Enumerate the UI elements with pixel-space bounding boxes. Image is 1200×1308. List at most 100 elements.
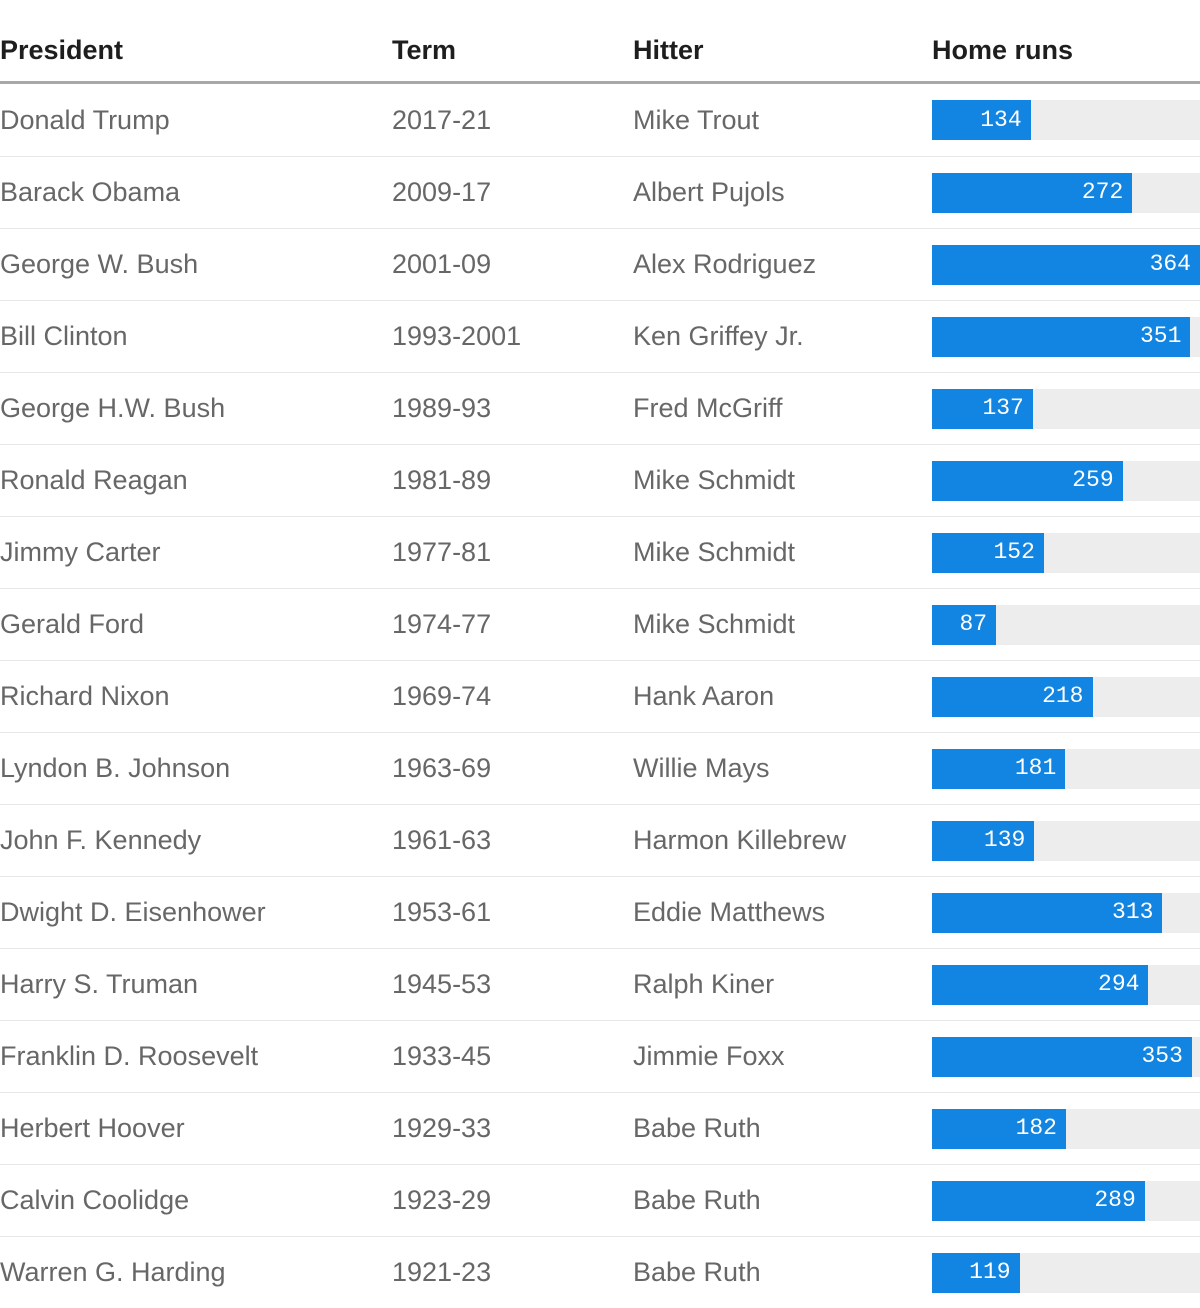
home-runs-value: 182 (1015, 1115, 1057, 1141)
home-runs-value: 313 (1112, 899, 1154, 925)
home-runs-bar-track: 119 (932, 1252, 1200, 1293)
home-runs-bar: 259 (932, 460, 1123, 501)
home-runs-bar-track: 353 (932, 1036, 1200, 1077)
home-runs-value: 87 (959, 611, 988, 637)
home-runs-value: 364 (1149, 251, 1191, 277)
table-row: Richard Nixon 1969-74 Hank Aaron 218 (0, 660, 1200, 732)
hitter-cell: Babe Ruth (633, 1185, 761, 1215)
home-runs-bar-cell: 137 (932, 388, 1200, 429)
table-row: Warren G. Harding 1921-23 Babe Ruth 119 (0, 1236, 1200, 1308)
term-cell: 1989-93 (392, 393, 492, 423)
home-runs-bar-track: 137 (932, 388, 1200, 429)
home-runs-value: 218 (1042, 683, 1084, 709)
term-cell: 1921-23 (392, 1257, 492, 1287)
hitter-cell: Mike Schmidt (633, 537, 796, 567)
home-runs-value: 139 (983, 827, 1026, 853)
home-runs-value: 351 (1140, 323, 1182, 349)
column-header-president: President (0, 35, 124, 65)
term-cell: 1963-69 (392, 753, 492, 783)
table-row: Gerald Ford 1974-77 Mike Schmidt 87 (0, 588, 1200, 660)
term-cell: 2001-09 (392, 249, 492, 279)
president-cell: Lyndon B. Johnson (0, 753, 231, 783)
column-header-term: Term (392, 35, 457, 65)
president-cell: Ronald Reagan (0, 465, 188, 495)
president-cell: Dwight D. Eisenhower (0, 897, 266, 927)
home-runs-bar-track: 134 (932, 100, 1200, 140)
home-runs-bar-cell: 152 (932, 532, 1200, 573)
home-runs-bar: 182 (932, 1108, 1066, 1149)
home-runs-bar-cell: 351 (932, 316, 1200, 357)
home-runs-bar-cell: 272 (932, 172, 1200, 213)
home-runs-bar: 364 (932, 244, 1200, 285)
home-runs-bar: 313 (932, 892, 1163, 933)
hitter-cell: Mike Trout (633, 104, 760, 135)
president-cell: Harry S. Truman (0, 969, 199, 999)
home-runs-bar-track: 87 (932, 604, 1200, 645)
term-cell: 1974-77 (392, 609, 492, 639)
hitter-cell: Jimmie Foxx (633, 1041, 785, 1071)
hitter-cell: Babe Ruth (633, 1113, 761, 1143)
home-runs-bar-cell: 259 (932, 460, 1200, 501)
president-cell: Richard Nixon (0, 681, 170, 711)
home-runs-bar-track: 364 (932, 244, 1200, 285)
home-runs-value: 259 (1072, 467, 1114, 493)
home-runs-value: 272 (1081, 179, 1124, 205)
hitter-cell: Ken Griffey Jr. (633, 321, 804, 351)
hitter-cell: Mike Schmidt (633, 465, 796, 495)
home-runs-bar-track: 218 (932, 676, 1200, 717)
hitter-cell: Mike Schmidt (633, 609, 796, 639)
term-cell: 1993-2001 (392, 321, 522, 351)
hitter-cell: Harmon Killebrew (633, 825, 847, 855)
term-cell: 1929-33 (392, 1113, 492, 1143)
home-runs-bar-track: 289 (932, 1180, 1200, 1221)
home-runs-bar-cell: 294 (932, 964, 1200, 1005)
president-cell: Herbert Hoover (0, 1113, 185, 1143)
term-cell: 1933-45 (392, 1041, 492, 1071)
home-runs-bar: 152 (932, 532, 1044, 573)
home-runs-bar: 272 (932, 172, 1133, 213)
hitter-cell: Ralph Kiner (633, 969, 775, 999)
home-runs-bar: 134 (932, 100, 1031, 140)
president-cell: Bill Clinton (0, 321, 128, 351)
term-cell: 1953-61 (392, 897, 492, 927)
home-runs-bar-cell: 218 (932, 676, 1200, 717)
home-runs-value: 181 (1014, 755, 1057, 781)
home-runs-bar-cell: 87 (932, 604, 1200, 645)
president-cell: Gerald Ford (0, 609, 145, 639)
home-runs-value: 353 (1141, 1043, 1183, 1069)
term-cell: 1961-63 (392, 825, 492, 855)
home-runs-bar-cell: 181 (932, 748, 1200, 789)
home-runs-value: 137 (982, 395, 1024, 421)
home-runs-bar-track: 272 (932, 172, 1200, 213)
column-header-home-runs: Home runs (932, 35, 1074, 65)
president-cell: George W. Bush (0, 249, 199, 279)
hitter-cell: Eddie Matthews (633, 897, 826, 927)
table-row: Donald Trump 2017-21 Mike Trout 134 (0, 84, 1200, 156)
home-runs-bar: 139 (932, 820, 1035, 861)
home-runs-value: 294 (1098, 971, 1140, 997)
hitter-cell: Alex Rodriguez (633, 249, 817, 279)
table-body: Donald Trump 2017-21 Mike Trout 134 Barack O… (0, 84, 1200, 1308)
president-cell: Warren G. Harding (0, 1257, 226, 1287)
president-cell: Calvin Coolidge (0, 1185, 190, 1215)
term-cell: 1969-74 (392, 681, 492, 711)
column-header-hitter: Hitter (633, 35, 704, 65)
home-runs-value: 289 (1094, 1187, 1136, 1213)
table-header-row: President Term Hitter Home runs (0, 0, 1200, 84)
term-cell: 1977-81 (392, 537, 492, 567)
president-cell: Donald Trump (0, 104, 170, 135)
home-runs-bar: 181 (932, 748, 1066, 789)
home-runs-bar: 87 (932, 604, 997, 645)
table-row: Herbert Hoover 1929-33 Babe Ruth 182 (0, 1092, 1200, 1164)
table-row: George W. Bush 2001-09 Alex Rodriguez 364 (0, 228, 1200, 300)
home-runs-bar-cell: 119 (932, 1252, 1200, 1293)
term-cell: 1945-53 (392, 969, 492, 999)
home-runs-value: 119 (969, 1259, 1011, 1285)
hitter-cell: Willie Mays (633, 753, 770, 783)
table-row: George H.W. Bush 1989-93 Fred McGriff 137 (0, 372, 1200, 444)
home-runs-bar-cell: 364 (932, 244, 1200, 285)
home-runs-bar-track: 152 (932, 532, 1200, 573)
home-runs-bar: 137 (932, 388, 1033, 429)
home-runs-bar-track: 313 (932, 892, 1200, 933)
